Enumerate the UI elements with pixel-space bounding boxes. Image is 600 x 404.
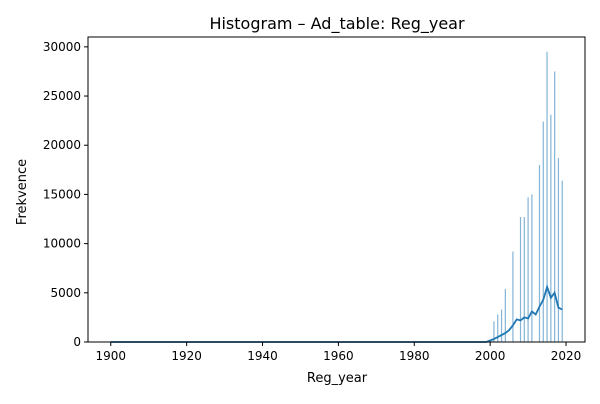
y-axis-label: Frekvence — [15, 159, 30, 225]
chart-title: Histogram – Ad_table: Reg_year — [209, 14, 465, 34]
y-tick-label: 25000 — [43, 89, 81, 103]
y-tick-label: 15000 — [43, 187, 81, 201]
density-line — [110, 283, 563, 343]
histogram-bar — [557, 158, 560, 342]
x-tick-label: 1940 — [247, 349, 278, 363]
x-tick-label: 1920 — [171, 349, 202, 363]
histogram-bar — [554, 71, 556, 342]
x-tick-label: 2000 — [475, 349, 506, 363]
x-axis-label: Reg_year — [307, 371, 368, 386]
histogram-bar — [542, 121, 544, 342]
y-tick-label: 30000 — [43, 40, 81, 54]
histogram-bar — [493, 321, 495, 342]
density-line-group — [110, 283, 563, 343]
x-axis-ticks: 1900 1920 1940 1960 1980 2000 2020 — [95, 342, 581, 363]
histogram-bars — [493, 51, 563, 343]
histogram-bar — [538, 164, 541, 342]
histogram-bar — [500, 309, 503, 342]
histogram-bar — [504, 288, 506, 342]
y-axis-ticks: 0 5000 10000 15000 20000 25000 30000 — [43, 40, 88, 349]
x-tick-label: 1980 — [399, 349, 430, 363]
histogram-bar — [546, 51, 548, 343]
histogram-bar — [531, 194, 533, 342]
histogram-bar — [497, 314, 499, 342]
histogram-bar — [550, 114, 552, 343]
histogram-bar — [527, 197, 529, 342]
y-tick-label: 10000 — [43, 237, 81, 251]
histogram-bar — [519, 217, 522, 342]
x-tick-label: 2020 — [551, 349, 582, 363]
histogram-bar — [512, 251, 514, 342]
histogram-bar — [523, 217, 525, 342]
plot-frame — [87, 36, 586, 343]
y-tick-label: 0 — [73, 335, 81, 349]
y-tick-label: 20000 — [43, 138, 81, 152]
histogram-bar — [561, 180, 563, 342]
y-tick-label: 5000 — [50, 286, 81, 300]
x-tick-label: 1960 — [323, 349, 354, 363]
x-tick-label: 1900 — [95, 349, 126, 363]
